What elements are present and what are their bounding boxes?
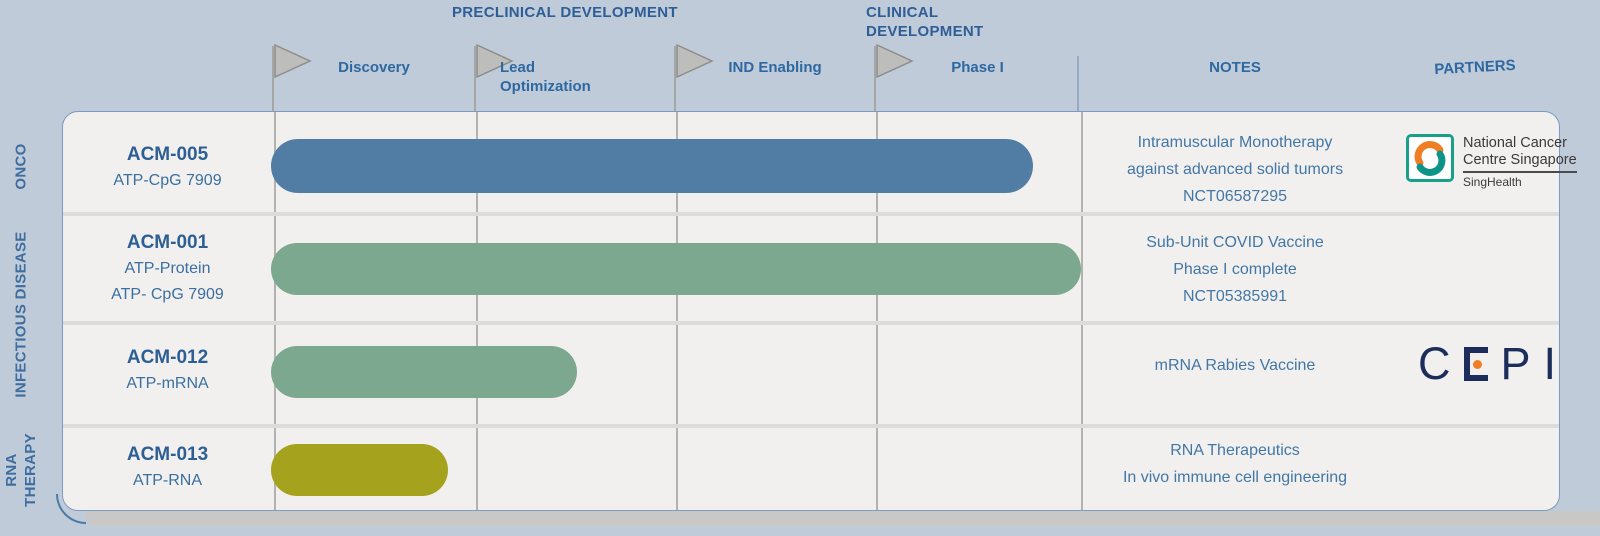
flag-pole-phase1 — [874, 46, 876, 112]
card-shadow — [86, 511, 1600, 526]
flag-icon-discovery — [274, 44, 312, 79]
program-component: ATP- CpG 7909 — [111, 286, 224, 303]
rna-label-line1: RNA — [3, 453, 20, 487]
clinical-header-line1: CLINICAL — [866, 4, 939, 21]
program-component: ATP-CpG 7909 — [113, 172, 222, 189]
flag-icon-ind-enabling — [676, 44, 714, 79]
note-line: Phase I complete — [1173, 261, 1297, 278]
program-label-acm-013: ACM-013 ATP-RNA — [62, 441, 273, 494]
category-label-rna-therapy: RNA THERAPY — [2, 415, 40, 525]
program-component: ATP-Protein — [124, 260, 211, 277]
category-label-infectious-disease: INFECTIOUS DISEASE — [12, 231, 30, 398]
program-component: ATP-mRNA — [126, 375, 209, 392]
program-component: ATP-RNA — [132, 472, 203, 489]
nccs-text: National Cancer Centre Singapore SingHea… — [1463, 134, 1577, 189]
flag-pole-discovery — [272, 46, 274, 112]
program-code: ACM-001 — [126, 232, 209, 253]
program-code: ACM-005 — [126, 144, 209, 165]
cepi-letter-c: C — [1418, 338, 1451, 389]
cepi-letter-e — [1463, 347, 1488, 381]
note-line: In vivo immune cell engineering — [1122, 469, 1348, 486]
column-label-discovery: Discovery — [338, 59, 410, 76]
program-code: ACM-012 — [126, 347, 209, 368]
preclinical-development-header: PRECLINICAL DEVELOPMENT — [452, 4, 678, 21]
clinical-header-line2: DEVELOPMENT — [866, 23, 984, 40]
note-line: NCT05385991 — [1182, 288, 1288, 305]
flag-icon-phase1 — [876, 44, 914, 79]
notes-acm-012: mRNA Rabies Vaccine — [1082, 352, 1388, 379]
note-line: NCT06587295 — [1182, 188, 1288, 205]
progress-bar-acm-013 — [271, 444, 448, 496]
notes-column-divider — [1077, 56, 1079, 112]
note-line: mRNA Rabies Vaccine — [1154, 357, 1316, 374]
nccs-singhealth: SingHealth — [1463, 175, 1522, 189]
gridline-notes — [1081, 112, 1083, 510]
pipeline-table-card — [62, 111, 1560, 511]
gridline-discovery — [274, 112, 276, 510]
gridline-ind-enabling — [676, 112, 678, 510]
notes-acm-013: RNA Therapeutics In vivo immune cell eng… — [1082, 437, 1388, 491]
flag-pole-ind-enabling — [674, 46, 676, 112]
nccs-swoosh-icon — [1406, 134, 1454, 182]
row-separator-2 — [63, 321, 1559, 325]
row-separator-1 — [63, 212, 1559, 216]
corner-curl-decoration — [56, 494, 86, 524]
lead-label-line1: Lead — [500, 59, 536, 76]
nccs-line1: National Cancer — [1463, 135, 1567, 151]
progress-bar-acm-005 — [271, 139, 1033, 193]
notes-acm-005: Intramuscular Monotherapy against advanc… — [1082, 129, 1388, 210]
column-label-lead-optimization: Lead Optimization — [500, 58, 640, 96]
program-code: ACM-013 — [126, 444, 209, 465]
flag-icon-lead-optimization — [476, 44, 514, 79]
program-label-acm-012: ACM-012 ATP-mRNA — [62, 344, 273, 397]
clinical-development-header: CLINICAL DEVELOPMENT — [866, 3, 983, 41]
program-label-acm-005: ACM-005 ATP-CpG 7909 — [62, 141, 273, 194]
nccs-line2: Centre Singapore — [1463, 152, 1577, 168]
progress-bar-acm-001 — [271, 243, 1081, 295]
column-label-phase1: Phase I — [951, 59, 1004, 76]
partner-logo-cepi: C P I — [1418, 338, 1557, 389]
note-line: against advanced solid tumors — [1126, 161, 1344, 178]
program-label-acm-001: ACM-001 ATP-Protein ATP- CpG 7909 — [62, 229, 273, 308]
cepi-letter-i: I — [1543, 338, 1557, 389]
flag-pole-lead-optimization — [474, 46, 476, 112]
cepi-orange-dot-icon — [1472, 360, 1482, 369]
column-label-notes: NOTES — [1209, 59, 1261, 76]
gridline-phase1 — [876, 112, 878, 510]
partner-logo-nccs: National Cancer Centre Singapore SingHea… — [1406, 134, 1577, 189]
lead-label-line2: Optimization — [500, 78, 591, 95]
note-line: Intramuscular Monotherapy — [1137, 134, 1333, 151]
note-line: RNA Therapeutics — [1170, 442, 1300, 459]
cepi-letter-p: P — [1500, 338, 1531, 389]
row-separator-3 — [63, 424, 1559, 428]
gridline-lead-optimization — [476, 112, 478, 510]
rna-label-line2: THERAPY — [22, 433, 39, 507]
column-label-partners: PARTNERS — [1433, 56, 1517, 79]
notes-acm-001: Sub-Unit COVID Vaccine Phase I complete … — [1082, 229, 1388, 310]
progress-bar-acm-012 — [271, 346, 577, 398]
column-label-ind-enabling: IND Enabling — [728, 59, 822, 76]
note-line: Sub-Unit COVID Vaccine — [1146, 234, 1324, 251]
